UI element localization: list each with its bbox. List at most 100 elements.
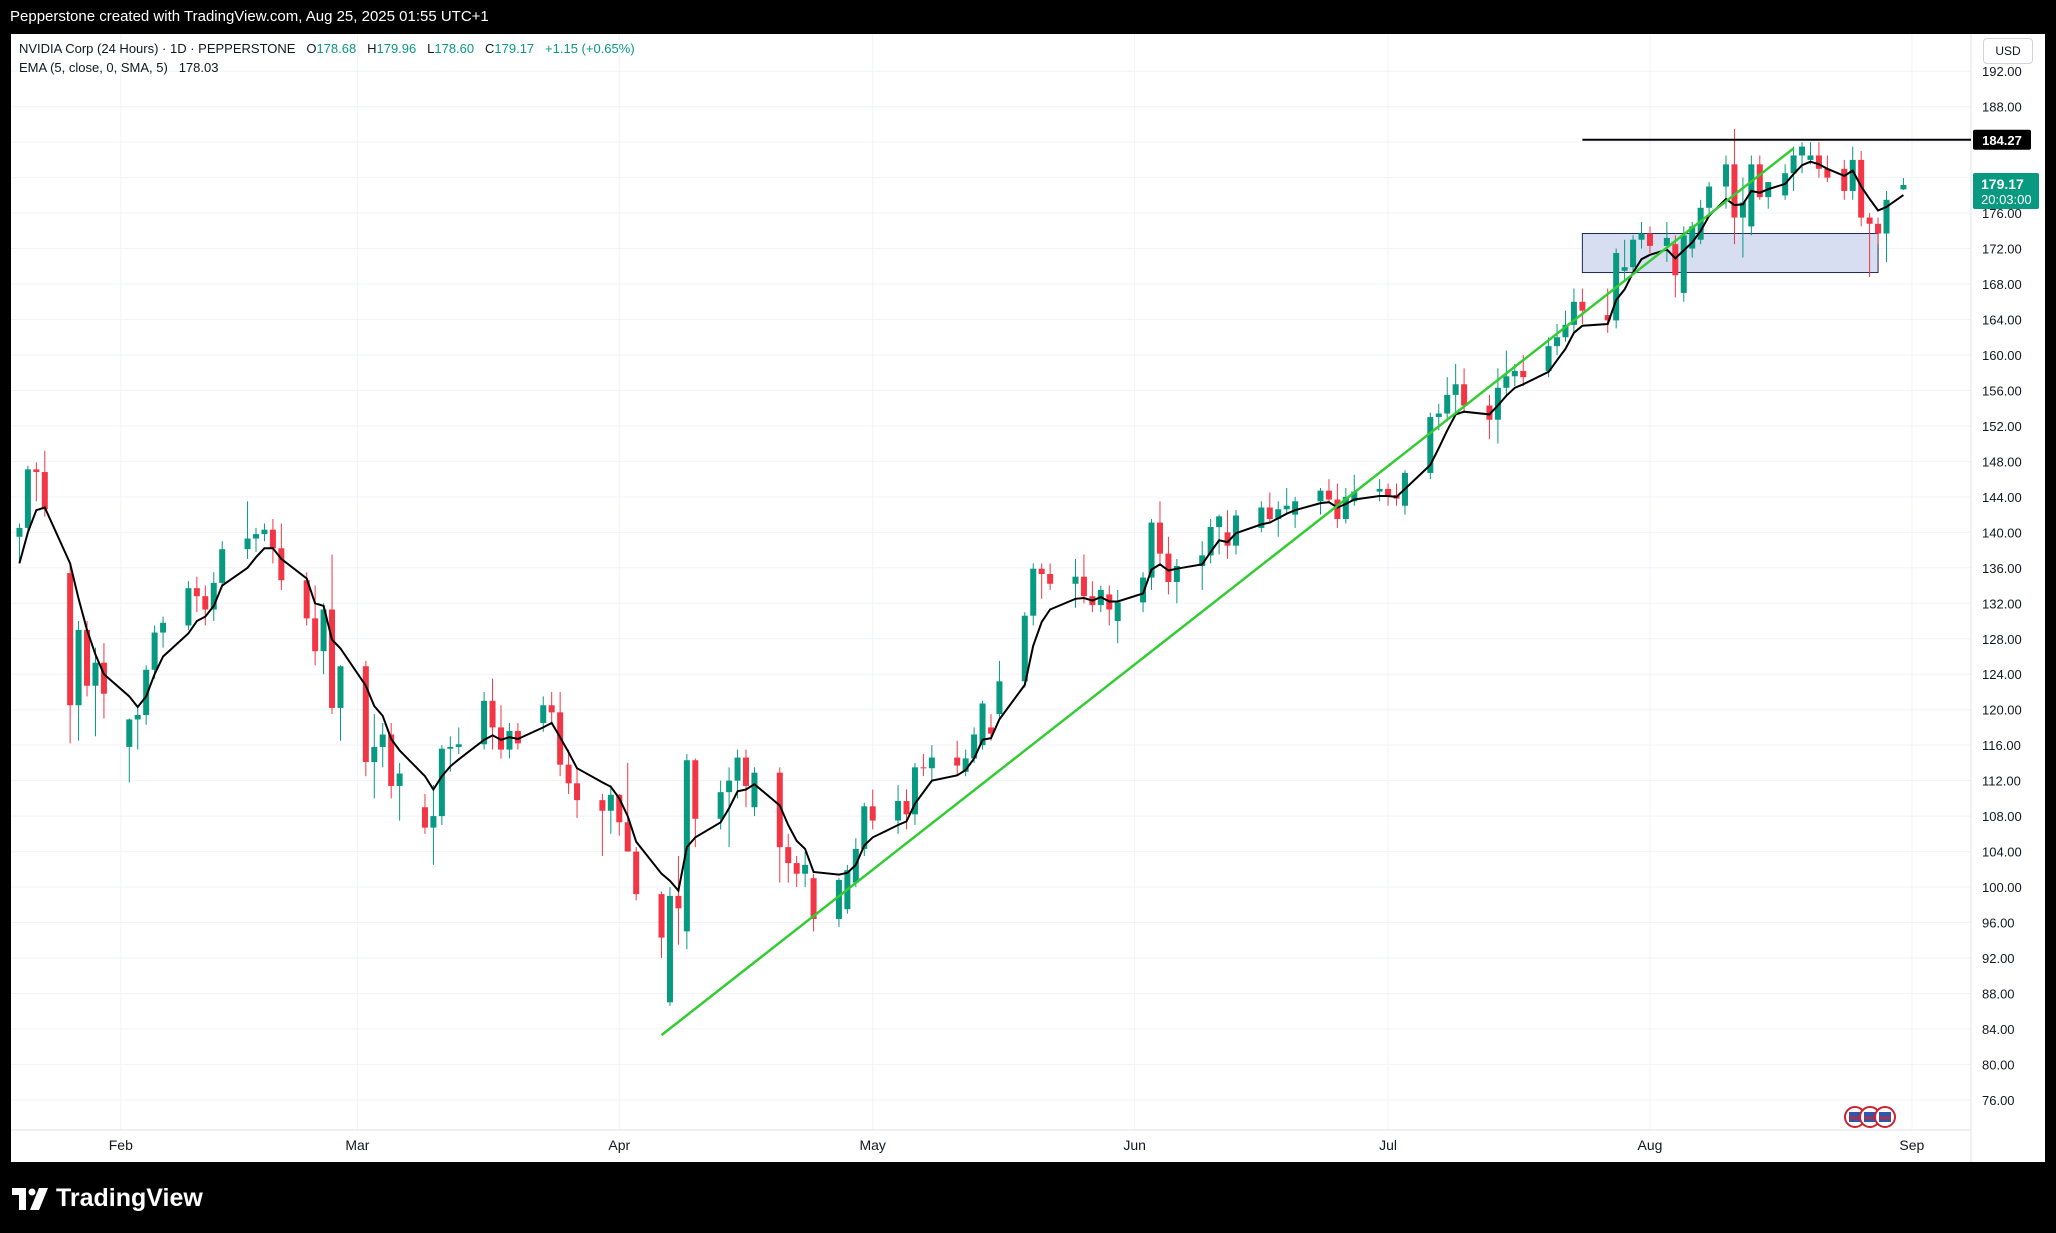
tradingview-logo[interactable]: TradingView	[12, 1184, 203, 1213]
candle-body[interactable]	[1875, 223, 1882, 234]
candle-body[interactable]	[430, 816, 437, 828]
candle-body[interactable]	[1807, 155, 1814, 160]
candle-body[interactable]	[1697, 207, 1704, 240]
candle-body[interactable]	[219, 549, 226, 583]
candle-body[interactable]	[1030, 568, 1037, 616]
candle-body[interactable]	[1156, 522, 1163, 554]
candle-body[interactable]	[1275, 509, 1282, 520]
price-chart[interactable]: 76.00 80.00 84.00 88.00 92.00 96.00 100.00 104.…	[11, 34, 2045, 1162]
candle-body[interactable]	[1621, 267, 1628, 271]
candle-body[interactable]	[920, 767, 927, 769]
candle-body[interactable]	[1233, 515, 1239, 546]
candle-body[interactable]	[1444, 394, 1451, 414]
candle-body[interactable]	[1427, 417, 1434, 473]
candle-body[interactable]	[303, 580, 310, 619]
candle-body[interactable]	[421, 807, 428, 828]
candle-body[interactable]	[1739, 202, 1746, 218]
candle-body[interactable]	[455, 744, 462, 747]
candle-body[interactable]	[776, 772, 783, 848]
candle-body[interactable]	[903, 801, 910, 815]
candle-body[interactable]	[1486, 405, 1493, 420]
candle-body[interactable]	[193, 588, 200, 597]
candle-body[interactable]	[438, 748, 445, 817]
candle-body[interactable]	[1731, 164, 1738, 218]
candle-body[interactable]	[1815, 155, 1822, 169]
candle-body[interactable]	[1646, 233, 1653, 246]
candle-body[interactable]	[574, 783, 581, 801]
candle-body[interactable]	[506, 730, 513, 750]
candle-body[interactable]	[1579, 301, 1586, 311]
candle-body[interactable]	[41, 472, 48, 510]
candle-body[interactable]	[1114, 602, 1121, 622]
candle-body[interactable]	[565, 764, 572, 784]
candle-body[interactable]	[1072, 576, 1079, 584]
candle-body[interactable]	[1325, 490, 1332, 500]
candle-body[interactable]	[1148, 522, 1155, 578]
candle-body[interactable]	[633, 851, 640, 895]
candle-body[interactable]	[329, 609, 336, 708]
candle-body[interactable]	[67, 573, 74, 706]
candle-body[interactable]	[1680, 235, 1687, 293]
candle-body[interactable]	[751, 772, 758, 808]
candle-body[interactable]	[962, 758, 969, 772]
candle-body[interactable]	[1503, 376, 1510, 388]
candle-body[interactable]	[802, 864, 809, 874]
candle-body[interactable]	[1494, 387, 1501, 420]
candle-body[interactable]	[1672, 244, 1679, 276]
candle-body[interactable]	[540, 705, 547, 723]
candle-body[interactable]	[1207, 527, 1214, 556]
candle-body[interactable]	[1165, 553, 1172, 582]
legend-symbol[interactable]: NVIDIA Corp (24 Hours) · 1D · PEPPERSTON…	[19, 41, 296, 56]
candle-body[interactable]	[202, 596, 209, 610]
candle-body[interactable]	[1435, 413, 1442, 418]
candle-body[interactable]	[1866, 217, 1873, 224]
candle-body[interactable]	[312, 618, 319, 652]
candle-body[interactable]	[92, 662, 99, 686]
candle-body[interactable]	[396, 773, 403, 786]
candle-body[interactable]	[1376, 488, 1383, 492]
candle-body[interactable]	[785, 847, 792, 864]
candle-body[interactable]	[793, 863, 800, 874]
candle-body[interactable]	[1858, 159, 1865, 218]
candle-body[interactable]	[1824, 168, 1831, 178]
candle-body[interactable]	[379, 734, 386, 747]
candle-body[interactable]	[658, 894, 665, 938]
candle-body[interactable]	[100, 662, 107, 694]
candle-body[interactable]	[1021, 615, 1028, 682]
candle-body[interactable]	[143, 669, 150, 716]
candle-body[interactable]	[1562, 324, 1569, 338]
candle-body[interactable]	[616, 794, 623, 823]
candle-body[interactable]	[1292, 501, 1299, 515]
candle-body[interactable]	[1317, 490, 1324, 502]
candle-body[interactable]	[1342, 496, 1349, 520]
candle-body[interactable]	[1385, 488, 1392, 496]
candle-body[interactable]	[1748, 164, 1755, 227]
candle-body[interactable]	[835, 879, 842, 919]
candle-body[interactable]	[269, 529, 276, 549]
candle-body[interactable]	[498, 727, 504, 750]
candle-body[interactable]	[1334, 499, 1341, 520]
candle-body[interactable]	[489, 700, 496, 728]
candle-body[interactable]	[1351, 491, 1358, 502]
candle-body[interactable]	[134, 715, 141, 720]
candle-body[interactable]	[261, 529, 268, 535]
candle-body[interactable]	[1638, 233, 1645, 240]
candle-body[interactable]	[954, 757, 961, 766]
candle-body[interactable]	[1799, 146, 1806, 156]
candle-body[interactable]	[1283, 505, 1290, 510]
candle-body[interactable]	[988, 727, 994, 734]
uptrend-line[interactable]	[660, 147, 1795, 1037]
currency-button[interactable]: USD	[1983, 38, 2033, 64]
candle-body[interactable]	[320, 609, 327, 652]
candle-body[interactable]	[1756, 164, 1763, 198]
candle-body[interactable]	[1452, 384, 1459, 395]
candle-body[interactable]	[1849, 159, 1856, 191]
ema-label[interactable]: EMA (5, close, 0, SMA, 5)	[19, 60, 168, 75]
candle-body[interactable]	[362, 666, 369, 763]
candle-body[interactable]	[1199, 555, 1206, 567]
candle-body[interactable]	[810, 878, 817, 919]
candle-body[interactable]	[1080, 576, 1087, 597]
candle-body[interactable]	[1900, 185, 1907, 190]
candle-body[interactable]	[895, 801, 902, 821]
candle-body[interactable]	[869, 806, 876, 821]
